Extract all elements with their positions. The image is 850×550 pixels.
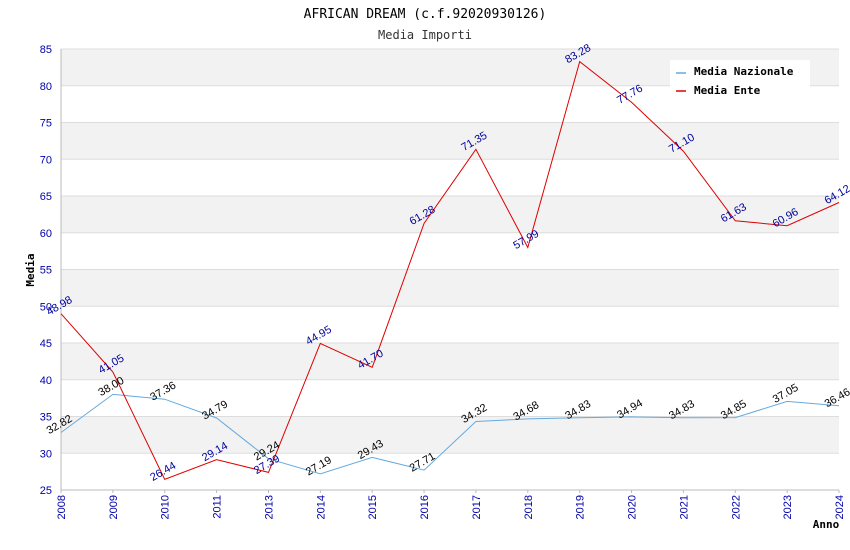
grid-band <box>61 416 839 454</box>
y-tick-label: 25 <box>40 485 52 497</box>
y-tick-label: 75 <box>40 118 52 130</box>
legend-label-media-nazionale: Media Nazionale <box>694 65 794 78</box>
y-tick-label: 70 <box>40 154 52 166</box>
x-tick-label: 2010 <box>160 495 172 519</box>
x-tick-label: 2022 <box>730 495 742 519</box>
grid-band <box>61 379 839 417</box>
y-tick-label: 60 <box>40 228 52 240</box>
x-tick-label: 2020 <box>627 495 639 519</box>
x-tick-label: 2008 <box>56 495 68 519</box>
chart-subtitle: Media Importi <box>378 28 472 42</box>
x-tick-label: 2015 <box>367 495 379 519</box>
chart-title: AFRICAN DREAM (c.f.92020930126) <box>304 7 547 22</box>
grid-band <box>61 343 839 380</box>
grid-band <box>61 196 839 233</box>
x-tick-label: 2018 <box>523 495 535 519</box>
grid-band <box>61 159 839 196</box>
y-tick-label: 85 <box>40 44 52 56</box>
y-axis-ticks: 25 30 35 40 45 50 55 60 65 70 75 80 85 <box>40 44 52 497</box>
x-tick-label: 2014 <box>315 495 327 519</box>
grid-band <box>61 232 839 270</box>
x-tick-label: 2021 <box>678 495 690 519</box>
grid-lines <box>60 48 839 491</box>
series-line-media-nazionale <box>60 393 840 475</box>
series-line-media-ente <box>60 60 840 481</box>
series-lines <box>60 60 840 481</box>
y-tick-label: 40 <box>40 375 52 387</box>
x-axis-ticks: 2008 2009 2010 2011 2013 2014 2015 2016 2017 2018… <box>56 490 846 519</box>
grid-band <box>61 122 839 160</box>
grid-band <box>61 269 839 307</box>
x-tick-label: 2011 <box>212 495 224 519</box>
legend-label-media-ente: Media Ente <box>694 84 761 97</box>
x-axis-label: Anno <box>813 518 840 531</box>
y-tick-label: 55 <box>40 265 52 277</box>
x-tick-label: 2024 <box>834 495 846 519</box>
y-tick-label: 30 <box>40 448 52 460</box>
y-tick-label: 65 <box>40 191 52 203</box>
y-tick-label: 50 <box>40 301 52 313</box>
grid-band <box>61 306 839 343</box>
x-tick-label: 2016 <box>419 495 431 519</box>
legend: Media Nazionale Media Ente <box>670 60 810 100</box>
y-axis-label: Media <box>24 253 37 286</box>
legend-box <box>670 60 810 100</box>
x-tick-label: 2013 <box>263 495 275 519</box>
y-tick-label: 80 <box>40 81 52 93</box>
y-tick-label: 45 <box>40 338 52 350</box>
x-tick-label: 2009 <box>108 495 120 519</box>
y-tick-label: 35 <box>40 412 52 424</box>
grid-band <box>61 453 839 490</box>
x-tick-label: 2023 <box>782 495 794 519</box>
x-tick-label: 2019 <box>575 495 587 519</box>
x-tick-label: 2017 <box>471 495 483 519</box>
